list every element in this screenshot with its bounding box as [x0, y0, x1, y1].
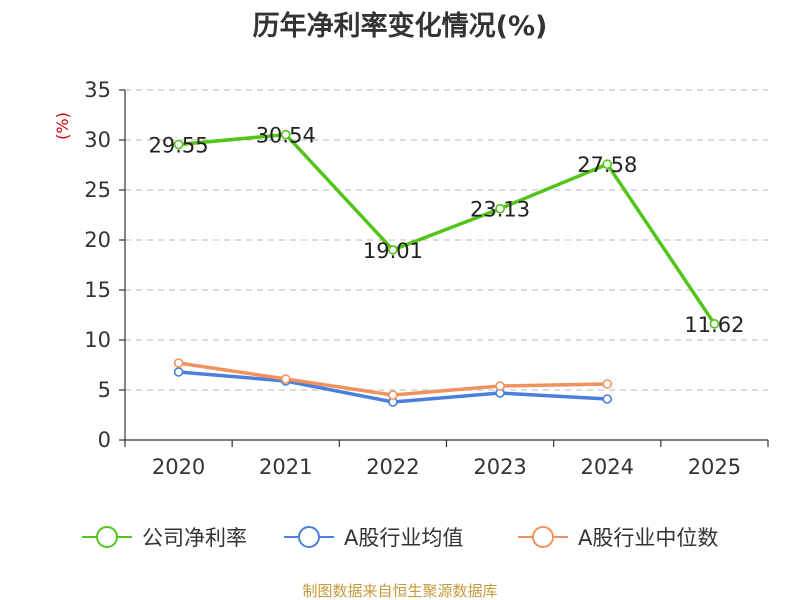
- y-tick-label: 20: [84, 228, 111, 252]
- data-point: [280, 129, 291, 140]
- series-2: [173, 358, 613, 400]
- legend-marker: [532, 526, 554, 548]
- x-tick-label: 2023: [473, 455, 526, 479]
- series-0: [173, 129, 720, 329]
- data-point: [173, 367, 184, 377]
- data-label: 11.62: [684, 313, 744, 337]
- x-tick-labels: 2020 2021 2022 2023 2024 2025: [152, 455, 741, 479]
- y-tick-label: 0: [98, 428, 111, 452]
- data-label: 19.01: [363, 239, 423, 263]
- data-point: [388, 390, 398, 400]
- data-point: [602, 394, 613, 404]
- legend-item: A股行业中位数: [518, 526, 718, 550]
- legend-marker: [298, 526, 320, 548]
- chart-title: 历年净利率变化情况(%): [252, 11, 548, 42]
- legend-label: A股行业中位数: [578, 526, 718, 550]
- data-labels: 29.55 30.54 19.01 23.13 27.58 11.62: [149, 124, 745, 337]
- grid-lines: [125, 89, 768, 391]
- data-point: [388, 245, 398, 255]
- x-tick-label: 2022: [366, 455, 419, 479]
- y-tick-label: 25: [84, 178, 111, 202]
- axes: [119, 89, 769, 447]
- y-tick-label: 5: [98, 378, 111, 402]
- y-tick-labels: 0 5 10 15 20 25 30 35: [84, 78, 111, 452]
- source-note: 制图数据来自恒生聚源数据库: [302, 582, 497, 600]
- y-tick-label: 35: [84, 78, 111, 102]
- data-point: [602, 159, 613, 169]
- legend-item: 公司净利率: [82, 526, 247, 550]
- data-point: [173, 358, 184, 368]
- legend-item: A股行业均值: [284, 526, 463, 550]
- x-tick-label: 2020: [152, 455, 205, 479]
- data-point: [709, 318, 720, 329]
- data-label: 27.58: [577, 153, 637, 177]
- y-tick-label: 15: [84, 278, 111, 302]
- data-point: [173, 139, 184, 150]
- series-line: [178, 132, 716, 325]
- legend-marker: [96, 526, 118, 548]
- data-point: [602, 379, 613, 389]
- data-point: [495, 203, 505, 214]
- data-point: [280, 374, 291, 384]
- data-label: 23.13: [470, 198, 530, 222]
- x-tick-label: 2024: [581, 455, 634, 479]
- y-axis-label: (%): [53, 112, 72, 140]
- legend-label: 公司净利率: [142, 526, 247, 550]
- y-tick-label: 30: [84, 128, 111, 152]
- x-tick-label: 2025: [688, 455, 741, 479]
- data-label: 30.54: [256, 124, 316, 148]
- series-lines: [173, 129, 720, 407]
- legend: 公司净利率 A股行业均值 A股行业中位数: [82, 526, 718, 550]
- x-tick-label: 2021: [259, 455, 312, 479]
- data-label: 29.55: [149, 134, 209, 158]
- legend-label: A股行业均值: [344, 526, 463, 550]
- y-tick-label: 10: [84, 328, 111, 352]
- data-point: [495, 381, 505, 391]
